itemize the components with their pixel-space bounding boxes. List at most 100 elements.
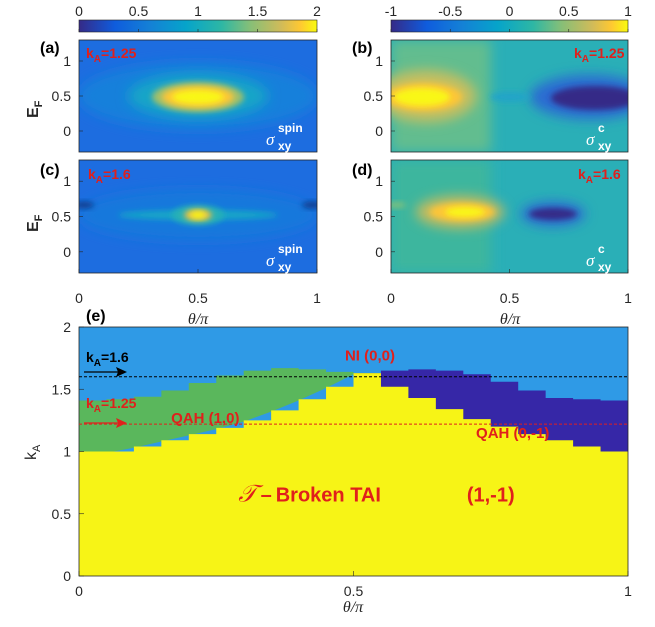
cut-arrow-ka-1-6 <box>84 367 127 377</box>
param-label-b: kA=1.25 <box>574 45 625 65</box>
y-tick-label: 1 <box>63 173 71 189</box>
quantity-sup-b: c <box>598 121 605 135</box>
param-label-a-k: k <box>86 45 94 61</box>
param-label-a: kA=1.25 <box>86 45 137 65</box>
y-tick-label: 1.5 <box>52 381 72 397</box>
x-tick-label: 0 <box>387 290 395 306</box>
param-label-c-k: k <box>88 166 96 182</box>
x-tick-label: 0 <box>75 290 83 306</box>
panel-a: (a) kA=1.25 σ spin xy 10.50 EF <box>25 39 318 153</box>
region-label-t-broken-tai-index: (1,-1) <box>467 484 515 506</box>
quantity-sup-c: spin <box>278 242 303 256</box>
y-tick-label: 0 <box>63 123 71 139</box>
region-qah-1-0 <box>79 368 354 453</box>
param-label-a-value: =1.25 <box>101 45 137 61</box>
cut-label-ka-1-6: kA=1.6 <box>86 349 129 369</box>
x-tick-label: 1 <box>624 290 632 306</box>
param-label-b-sub: A <box>582 54 589 65</box>
heatmap-c <box>79 160 317 273</box>
param-label-c-value: =1.6 <box>103 166 131 182</box>
colorbar-charge-ticks: -1 -0.5 0 0.5 1 <box>385 3 632 32</box>
cut-arrow-ka-1-25 <box>84 418 127 428</box>
quantity-sub-a: xy <box>278 139 292 153</box>
y-tick-label: 0 <box>63 568 71 584</box>
x-tick-label: 0.5 <box>344 583 364 599</box>
panel-label-b: (b) <box>352 40 372 57</box>
colorbar-tick-label: 0 <box>506 3 514 19</box>
heatmap-d <box>391 160 628 273</box>
heatmap-a <box>79 40 317 152</box>
x-ticks-e: 0 0.5 1 <box>75 571 632 599</box>
y-ticks-b: 10.50 <box>364 53 395 139</box>
quantity-sub-b: xy <box>598 139 612 153</box>
x-ticks-c: 0 0.5 1 <box>75 269 321 306</box>
quantity-sup-d: c <box>598 242 605 256</box>
y-axis-label-c: EF <box>25 214 45 232</box>
y-ticks-e: 2 1.5 1 0.5 0 <box>52 319 84 584</box>
param-label-d-k: k <box>578 166 586 182</box>
y-tick-label: 1 <box>375 53 383 69</box>
y-tick-label: 0.5 <box>364 88 384 104</box>
x-axis-label-d: θ/π <box>500 311 521 328</box>
quantity-sub-d: xy <box>598 260 612 274</box>
region-label-qah-1-0: QAH (1,0) <box>171 410 239 427</box>
region-label-t-broken-tai: 𝒯 – Broken TAI <box>238 481 381 507</box>
y-tick-label: 1 <box>375 173 383 189</box>
colorbar-tick-label: 2 <box>313 3 321 19</box>
x-tick-label: 0.5 <box>500 290 520 306</box>
y-tick-label: 0.5 <box>52 506 72 522</box>
y-axis-label-a: EF <box>25 100 45 118</box>
panel-b: (b) kA=1.25 σ c xy 10.50 <box>352 39 629 153</box>
colorbar-tick-label: 0.5 <box>129 3 149 19</box>
y-ticks-c: 10.50 <box>52 173 83 260</box>
param-label-b-k: k <box>574 45 582 61</box>
param-label-d-sub: A <box>586 175 593 186</box>
y-tick-label: 1 <box>63 444 71 460</box>
quantity-label-b: σ c xy <box>586 121 612 153</box>
panel-label-d: (d) <box>352 162 372 179</box>
x-tick-label: 0.5 <box>188 290 208 306</box>
x-tick-label: 1 <box>624 583 632 599</box>
x-ticks-d: 0 0.5 1 <box>387 269 632 306</box>
colorbar-tick-label: 0 <box>75 3 83 19</box>
y-tick-label: 0 <box>63 244 71 260</box>
y-ticks-a: 10.50 <box>52 53 83 139</box>
param-label-b-value: =1.25 <box>589 45 625 61</box>
cut-label-ka-1-25: kA=1.25 <box>86 395 137 415</box>
y-tick-label: 0.5 <box>364 209 384 225</box>
x-axis-label-e: θ/π <box>343 599 364 616</box>
panel-label-a: (a) <box>40 40 60 57</box>
colorbar-tick-label: 1.5 <box>248 3 268 19</box>
param-label-c-sub: A <box>96 175 103 186</box>
quantity-symbol-a: σ <box>266 130 275 149</box>
panel-d: (d) kA=1.6 σ c xy 10.50 0 0.5 1 θ/π <box>352 159 632 328</box>
param-label-d-value: =1.6 <box>593 166 621 182</box>
heatmap-b <box>391 40 628 152</box>
quantity-sub-c: xy <box>278 260 292 274</box>
t-dash: – <box>261 484 272 506</box>
region-qah-0-m1 <box>353 369 628 453</box>
panel-label-e: (e) <box>86 308 106 325</box>
param-label-a-sub: A <box>94 54 101 65</box>
y-tick-label: 0.5 <box>52 209 72 225</box>
x-tick-label: 0 <box>75 583 83 599</box>
y-tick-label: 2 <box>63 319 71 335</box>
colorbar-tick-label: 1 <box>624 3 632 19</box>
y-tick-label: 0.5 <box>52 88 72 104</box>
y-axis-label-e: kA <box>23 444 43 460</box>
x-axis-label-c: θ/π <box>188 311 209 328</box>
colorbar-charge: -1 -0.5 0 0.5 1 <box>385 3 632 33</box>
quantity-label-c: σ spin xy <box>266 242 303 274</box>
t-text: Broken TAI <box>276 484 381 506</box>
y-tick-label: 0 <box>375 244 383 260</box>
quantity-symbol-c: σ <box>266 251 275 270</box>
y-ticks-d: 10.50 <box>364 173 395 260</box>
quantity-symbol-b: σ <box>586 130 595 149</box>
quantity-symbol-d: σ <box>586 251 595 270</box>
panel-e: kA=1.6 kA=1.25 NI (0,0) QAH (1,0) QAH (0… <box>23 308 632 616</box>
quantity-sup-a: spin <box>278 121 303 135</box>
param-label-d: kA=1.6 <box>578 166 621 186</box>
colorbar-spin: 0 0.5 1 1.5 2 <box>75 3 321 33</box>
panel-c: (c) kA=1.6 σ spin xy 10.50 0 0.5 1 EF θ/π <box>25 159 321 328</box>
colorbar-tick-label: -0.5 <box>438 3 462 19</box>
